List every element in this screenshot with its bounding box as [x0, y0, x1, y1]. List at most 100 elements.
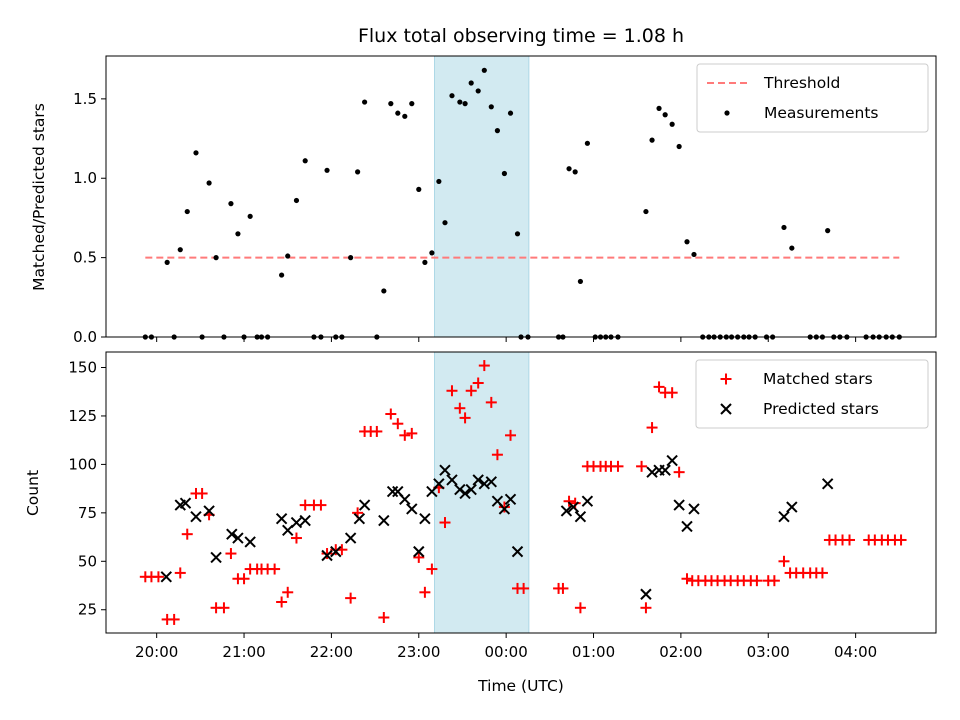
predicted-point-b [406, 503, 418, 515]
bottom-y-tick-label: 125 [68, 407, 97, 425]
predicted-point-b [358, 499, 371, 511]
measurement-point [572, 169, 578, 175]
measurement-point [193, 150, 199, 156]
x-tick-label: 02:00 [659, 643, 702, 661]
predicted-point-b [581, 495, 594, 507]
predicted-point-b [778, 511, 790, 523]
top-observing-window [434, 55, 530, 338]
measurement-point [409, 101, 415, 107]
bottom-y-tick-label: 150 [68, 359, 97, 377]
measurement-point [789, 245, 795, 251]
top-legend-label: Threshold [763, 74, 840, 92]
measurement-point [177, 247, 183, 253]
predicted-point-b [681, 520, 693, 533]
measurement-point [402, 113, 408, 119]
measurement-point [514, 231, 521, 237]
measurement-point [388, 101, 394, 107]
bottom-y-tick-label: 100 [68, 455, 97, 473]
predicted-point-b [485, 476, 498, 488]
x-tick-label: 00:00 [485, 643, 528, 661]
predicted-point-b [465, 483, 477, 496]
measurement-point [669, 121, 675, 127]
predicted-point-b [659, 464, 671, 476]
legend-predicted-swatch-b [720, 403, 732, 415]
measurement-point [449, 93, 455, 99]
predicted-point-b [290, 516, 303, 529]
predicted-point-b [321, 549, 333, 562]
predicted-point-b [688, 503, 700, 515]
bottom-observing-window [434, 351, 530, 634]
measurement-point [676, 143, 682, 150]
predicted-point-b [574, 511, 587, 523]
predicted-point-b [640, 588, 652, 600]
measurement-point [488, 104, 494, 110]
measurement-point [293, 197, 300, 204]
measurement-point [436, 178, 442, 185]
predicted-point-b [413, 545, 425, 558]
measurement-point [381, 288, 387, 294]
measurement-point [362, 99, 368, 105]
top-plot: 0.0 0.5 1.0 1.5 Threshold Measurements [73, 55, 937, 346]
measurement-point [691, 251, 697, 258]
predicted-point-b [511, 545, 524, 558]
predicted-point-b [478, 478, 491, 490]
bottom-y-axis-label: Count [24, 470, 42, 516]
measurement-point [584, 140, 591, 146]
x-tick-label: 04:00 [834, 643, 877, 661]
bottom-legend-box [695, 359, 929, 429]
x-tick-label: 23:00 [397, 643, 440, 661]
predicted-point-b [232, 532, 244, 544]
measurement-point [825, 228, 831, 234]
predicted-point-b [190, 511, 202, 523]
predicted-point-b [378, 514, 390, 527]
predicted-point-b [244, 536, 256, 548]
measurement-point [468, 80, 474, 86]
measurement-point [507, 110, 514, 116]
measurement-point [501, 170, 507, 177]
bottom-legend-label: Matched stars [763, 370, 873, 388]
bottom-axes-frame [105, 351, 937, 634]
measurement-point [781, 224, 787, 231]
predicted-point-b [330, 545, 342, 558]
measurement-point [656, 105, 662, 111]
predicted-point-b [673, 499, 685, 511]
measurement-point [422, 259, 428, 265]
predicted-point-b [786, 501, 798, 513]
predicted-point-b [560, 505, 573, 517]
bottom-y-tick-label: 75 [78, 504, 97, 522]
measurement-point [662, 112, 668, 118]
measurement-point [481, 67, 487, 73]
top-legend-label: Measurements [764, 104, 879, 122]
bottom-plot: 25 50 75 100 125 150 20:00 21:00 22:00 23:00 00:00… [68, 351, 937, 661]
predicted-point-b [353, 512, 366, 525]
measurement-point [457, 99, 463, 105]
measurement-point [649, 137, 655, 143]
predicted-point-b [491, 495, 504, 507]
measurement-point [213, 255, 219, 261]
measurement-point [348, 255, 354, 261]
top-y-tick-label: 0.0 [73, 328, 97, 346]
predicted-point-b [433, 478, 445, 490]
predicted-point-b [399, 493, 411, 505]
predicted-point-b [821, 478, 834, 490]
measurement-point [643, 208, 649, 215]
predicted-point-b [419, 512, 431, 525]
predicted-point-b [179, 497, 192, 509]
predicted-point-b [210, 551, 222, 564]
measurement-point [164, 259, 170, 265]
measurement-point [279, 272, 285, 278]
predicted-point-b [646, 466, 658, 478]
predicted-point-b [439, 464, 451, 476]
top-legend-box [696, 63, 929, 133]
figure-title: Flux total observing time = 1.08 h [358, 25, 684, 47]
top-y-tick-label: 1.0 [73, 169, 97, 187]
predicted-point-b [666, 454, 678, 467]
bottom-y-tick-label: 50 [78, 552, 97, 570]
predicted-point-b [504, 493, 517, 505]
legend-measurement-swatch [724, 110, 730, 116]
x-tick-label: 01:00 [572, 643, 615, 661]
bottom-y-tick-label: 25 [78, 601, 97, 619]
measurement-point [462, 101, 468, 107]
predicted-point-b [446, 474, 458, 486]
